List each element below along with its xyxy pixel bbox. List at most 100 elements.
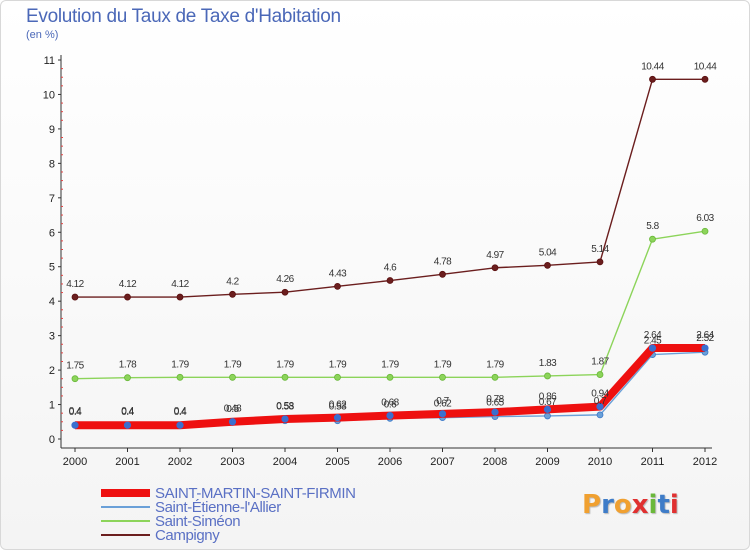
data-label: 1.79	[276, 359, 294, 370]
y-tick-label: 0	[49, 434, 55, 446]
x-tick-label: 2011	[641, 456, 665, 468]
data-point	[229, 373, 236, 381]
logo-letter: t	[657, 490, 670, 520]
logo-letter: i	[669, 490, 679, 520]
data-point	[176, 373, 184, 381]
logo-letter: P	[582, 490, 602, 520]
data-label: 0.62	[329, 400, 347, 411]
data-point	[334, 373, 341, 381]
y-tick-label: 8	[49, 158, 55, 170]
logo-letter: o	[613, 490, 632, 520]
data-point	[228, 418, 237, 426]
data-label: 0.7	[436, 396, 449, 407]
data-label: 0.68	[381, 398, 399, 409]
data-point	[386, 277, 394, 284]
data-point	[491, 408, 499, 416]
data-label: 2.52	[696, 333, 714, 344]
data-point	[596, 403, 604, 411]
data-point	[281, 415, 289, 423]
legend-entry-label: Saint-Étienne-l'Allier	[155, 499, 281, 516]
data-label: 4.26	[276, 274, 294, 285]
data-label: 10.44	[694, 61, 717, 72]
data-label: 0.4	[69, 406, 82, 417]
data-label: 0.4	[174, 407, 187, 418]
logo-letter: i	[648, 490, 658, 520]
y-tick-label: 1	[49, 400, 55, 412]
data-label: 0.78	[486, 394, 504, 405]
data-label: 0.58	[276, 401, 294, 412]
data-label: 0.4	[69, 407, 82, 418]
data-label: 1.83	[539, 358, 557, 369]
x-tick-label: 2007	[430, 456, 454, 468]
data-label: 4.12	[171, 279, 189, 290]
data-label: 4.43	[329, 268, 347, 279]
y-tick-label: 7	[49, 193, 55, 205]
chart-data-labels: 4.12 4.12 4.12 4.2 4.26 4.43 4.6 4.78 4.97 5.04 5.…	[66, 61, 717, 418]
y-tick-label: 2	[49, 365, 55, 377]
chart-title: Evolution du Taux de Taxe d'Habitation	[26, 6, 341, 27]
y-tick-label: 4	[49, 296, 55, 308]
data-label: 0.5	[226, 404, 239, 415]
data-point	[334, 282, 341, 290]
data-label: 2.64	[644, 330, 662, 341]
data-label: 5.8	[646, 221, 659, 232]
data-label: 0.65	[486, 398, 504, 409]
chart-series	[71, 75, 709, 430]
data-label: 0.53	[276, 402, 294, 413]
y-tick-label: 5	[49, 262, 55, 274]
data-label: 1.79	[486, 359, 504, 370]
data-label: 2.45	[644, 336, 662, 347]
data-label: 4.12	[119, 279, 137, 290]
data-label: 0.4	[121, 407, 134, 418]
data-label: 6.03	[696, 213, 714, 224]
data-label: 1.87	[591, 357, 609, 368]
x-tick-label: 2003	[220, 456, 244, 468]
data-label: 0.48	[224, 403, 242, 414]
x-tick-label: 2008	[483, 456, 507, 468]
data-point	[176, 421, 184, 429]
data-point	[386, 411, 394, 420]
data-label: 4.6	[384, 263, 397, 274]
data-point	[386, 373, 394, 381]
data-point	[439, 270, 446, 278]
x-tick-label: 2004	[273, 456, 297, 468]
data-point	[649, 75, 656, 83]
data-label: 4.78	[434, 256, 452, 267]
data-point	[123, 421, 132, 429]
data-label: 5.14	[591, 244, 609, 255]
legend-entry-label: SAINT-MARTIN-SAINT-FIRMIN	[155, 485, 356, 502]
data-label: 10.44	[641, 61, 664, 72]
y-tick-label: 6	[49, 227, 55, 239]
x-tick-label: 2005	[325, 456, 349, 468]
data-point	[491, 264, 499, 272]
x-tick-label: 2001	[115, 456, 139, 468]
data-label: 1.79	[224, 359, 242, 370]
data-point	[544, 261, 551, 269]
data-point	[281, 373, 289, 381]
data-point	[596, 371, 604, 378]
data-label: 1.79	[434, 359, 452, 370]
x-tick-label: 2009	[535, 456, 559, 468]
data-label: 0.94	[591, 389, 609, 400]
data-label: 5.04	[539, 247, 557, 258]
data-point	[71, 421, 79, 429]
proxiti-logo: Proxiti	[582, 490, 679, 520]
data-point	[439, 373, 446, 381]
data-label: 4.97	[486, 250, 504, 261]
x-tick-label: 2006	[378, 456, 402, 468]
data-label: 1.75	[66, 361, 84, 372]
data-point	[281, 288, 289, 296]
data-point	[71, 375, 79, 383]
logo-letter: r	[601, 490, 614, 520]
data-point	[438, 410, 447, 418]
data-point	[124, 374, 131, 382]
y-tick-label: 3	[49, 331, 55, 343]
data-label: 0.6	[384, 399, 397, 410]
series-line	[74, 230, 706, 380]
y-tick-label: 10	[43, 89, 55, 101]
data-label: 0.4	[121, 406, 134, 417]
data-label: 1.78	[119, 360, 137, 371]
data-label: 1.79	[381, 359, 399, 370]
y-tick-label: 9	[49, 124, 55, 136]
